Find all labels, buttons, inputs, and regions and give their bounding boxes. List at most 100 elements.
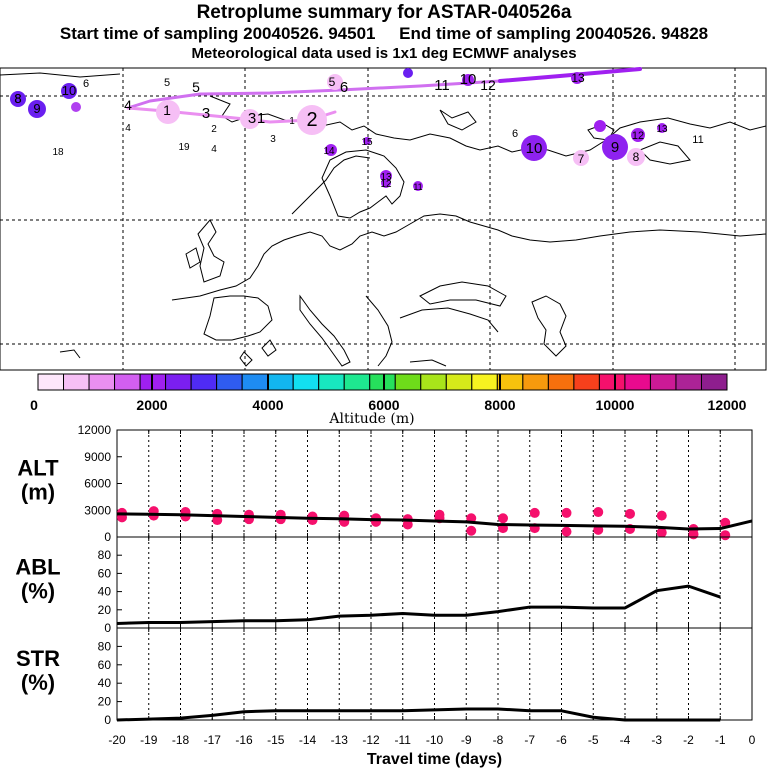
plume-day-label: 5 <box>192 79 200 95</box>
altitude-colorbar: 0 2000 4000 6000 8000 10000 12000 Altitude (m) <box>30 373 747 427</box>
coastlines <box>0 72 767 367</box>
colorbar-swatch <box>624 373 651 391</box>
colorbar-swatch <box>369 373 396 391</box>
colorbar-swatch <box>700 373 728 391</box>
colorbar-label: Altitude (m) <box>328 411 414 427</box>
plume-day-label: 3 <box>248 110 256 127</box>
plume-centroid-circle <box>594 120 606 132</box>
plume-day-label: 12 <box>380 179 392 190</box>
plume-centroid-circle <box>413 181 423 191</box>
colorbar-tick-label: 2000 <box>136 397 167 413</box>
colorbar-swatch <box>649 373 677 391</box>
chart-title: Retroplume summary for ASTAR-040526a <box>196 2 572 23</box>
plume-day-label: 1 <box>289 116 295 127</box>
plume-day-label: 10 <box>526 140 543 157</box>
plume-day-label: 6 <box>83 78 89 90</box>
x-tick-label: -10 <box>426 733 444 747</box>
plume-day-label: 8 <box>14 91 21 106</box>
colorbar-tick-label: 8000 <box>484 397 515 413</box>
plume-day-label: 6 <box>512 128 518 140</box>
x-tick-label: -1 <box>715 733 726 747</box>
colorbar-tick-label: 12000 <box>708 397 747 413</box>
x-tick-label: -3 <box>651 733 662 747</box>
plume-day-label: 10 <box>460 71 477 88</box>
plume-day-label: 12 <box>632 130 644 142</box>
altitude-scatter-point <box>656 527 667 538</box>
y-tick-label: 12000 <box>78 423 112 437</box>
sampling-times: Start time of sampling 20040526. 94501 E… <box>0 24 768 44</box>
plume-centroid-circle <box>521 135 547 161</box>
altitude-scatter-point <box>561 526 572 537</box>
plume-day-label: 8 <box>14 91 21 106</box>
plume-centroid-circle <box>363 137 371 145</box>
plume-centroid-circle <box>381 178 391 188</box>
plume-day-label: 11 <box>434 77 450 94</box>
plume-centroid-circle <box>631 128 645 142</box>
x-tick-label: -12 <box>362 733 380 747</box>
plume-day-label: 9 <box>611 139 619 156</box>
y-axis-label: ALT <box>17 456 59 481</box>
y-tick-label: 6000 <box>84 477 111 491</box>
colorbar-swatch <box>241 373 269 391</box>
y-tick-label: 20 <box>98 695 112 709</box>
plume-centroid-circle <box>71 102 81 112</box>
colorbar-swatch <box>573 373 600 391</box>
plume-centroid-circle <box>156 100 180 124</box>
plume-day-label: 18 <box>52 147 64 158</box>
altitude-scatter-point <box>434 509 445 520</box>
plume-centroid-circle <box>462 74 474 86</box>
x-tick-label: -2 <box>683 733 694 747</box>
plume-day-label: 12 <box>480 77 496 93</box>
x-tick-label: -9 <box>461 733 472 747</box>
x-tick-label: -14 <box>299 733 317 747</box>
plume-centroid-circle <box>327 74 343 90</box>
colorbar-swatch <box>190 373 218 391</box>
plume-day-label: 4 <box>125 123 131 134</box>
altitude-scatter-point <box>593 507 604 518</box>
altitude-scatter-point <box>529 507 540 518</box>
y-tick-label: 60 <box>98 658 112 672</box>
x-tick-label: -19 <box>140 733 158 747</box>
plume-centroid-circle <box>627 148 645 166</box>
colorbar-swatch <box>420 373 447 391</box>
altitude-scatter-point <box>720 530 731 541</box>
plume-centroid-circle <box>403 68 413 78</box>
plume-day-label: 10 <box>62 83 76 98</box>
plume-day-label: 4 <box>124 97 132 113</box>
colorbar-swatch <box>292 373 320 391</box>
plume-day-label: 3 <box>202 105 210 122</box>
x-tick-label: -4 <box>620 733 631 747</box>
x-tick-label: -6 <box>556 733 567 747</box>
altitude-scatter-point <box>625 508 635 519</box>
plume-day-label: 11 <box>692 134 703 146</box>
colorbar-tick-label: 6000 <box>368 397 399 413</box>
colorbar-swatch <box>343 373 371 391</box>
plume-centroid-circle <box>657 123 667 133</box>
colorbar-swatch <box>318 373 345 391</box>
y-tick-label: 9000 <box>84 450 111 464</box>
plume-day-label: 5 <box>329 75 336 89</box>
x-tick-label: -15 <box>267 733 285 747</box>
x-tick-label: -7 <box>524 733 535 747</box>
y-tick-label: 0 <box>104 621 111 635</box>
map-frame <box>0 67 767 371</box>
y-tick-label: 3000 <box>84 503 111 517</box>
altitude-scatter-point <box>656 510 667 521</box>
x-tick-label: -16 <box>235 733 253 747</box>
x-tick-label: -17 <box>204 733 222 747</box>
series-line-alt <box>116 512 753 531</box>
colorbar-swatch <box>114 373 141 391</box>
x-tick-label: -20 <box>108 733 126 747</box>
y-tick-label: 80 <box>98 548 112 562</box>
plume-centroid-circle <box>325 144 337 156</box>
plume-day-label: 4 <box>211 144 217 155</box>
colorbar-tick-label: 10000 <box>596 397 635 413</box>
plume-centroid-circle <box>573 150 589 166</box>
colorbar-swatch <box>496 373 524 391</box>
plume-centroid-markers <box>10 68 667 191</box>
plume-day-label: 14 <box>323 146 335 157</box>
